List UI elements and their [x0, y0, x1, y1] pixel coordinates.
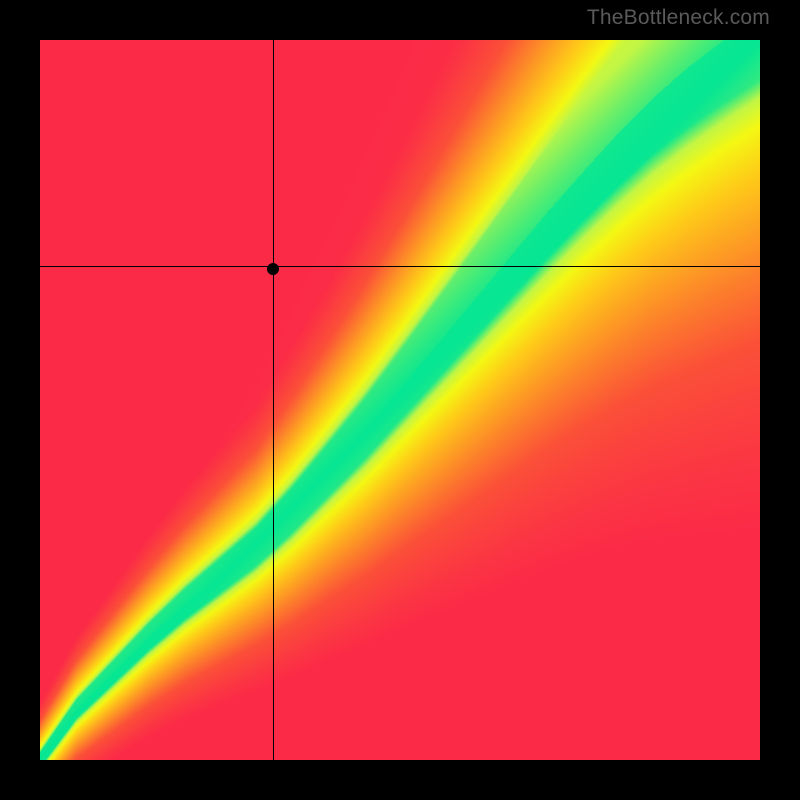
heatmap-canvas [40, 40, 760, 760]
heatmap-plot [40, 40, 760, 760]
chart-frame: TheBottleneck.com [0, 0, 800, 800]
watermark-text: TheBottleneck.com [587, 6, 770, 30]
